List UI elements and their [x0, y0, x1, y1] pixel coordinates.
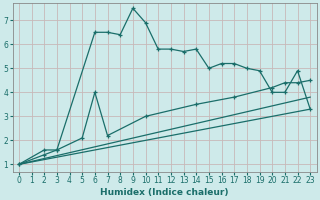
- X-axis label: Humidex (Indice chaleur): Humidex (Indice chaleur): [100, 188, 229, 197]
